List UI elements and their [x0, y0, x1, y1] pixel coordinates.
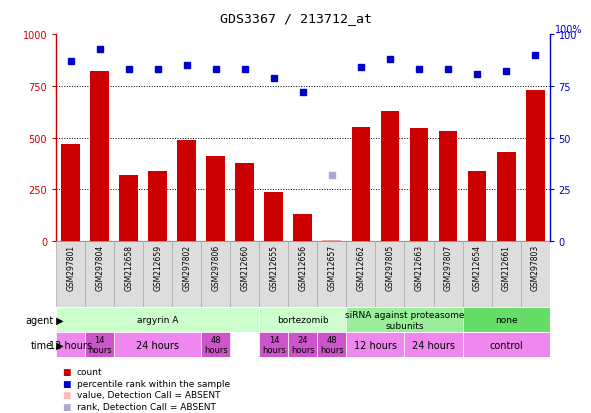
Bar	[346, 332, 404, 357]
Bar	[56, 308, 259, 332]
Bar	[264, 192, 283, 242]
Text: 24 hours: 24 hours	[412, 340, 455, 350]
Text: 24 hours: 24 hours	[137, 340, 179, 350]
Text: value, Detection Call = ABSENT: value, Detection Call = ABSENT	[77, 390, 220, 399]
Bar	[463, 242, 492, 308]
Bar	[90, 72, 109, 242]
Text: GSM297801: GSM297801	[66, 244, 75, 290]
Bar	[434, 242, 463, 308]
Text: percentile rank within the sample: percentile rank within the sample	[77, 379, 230, 388]
Bar	[56, 242, 85, 308]
Text: GSM212655: GSM212655	[269, 244, 278, 290]
Text: 14
hours: 14 hours	[262, 335, 285, 354]
Bar	[404, 242, 434, 308]
Text: GSM212663: GSM212663	[414, 244, 424, 290]
Bar	[148, 171, 167, 242]
Bar	[114, 332, 202, 357]
Text: 24
hours: 24 hours	[291, 335, 315, 354]
Bar	[85, 242, 114, 308]
Text: GSM212654: GSM212654	[473, 244, 482, 290]
Bar	[352, 128, 371, 242]
Text: time: time	[31, 340, 53, 350]
Text: GSM297805: GSM297805	[385, 244, 394, 290]
Bar	[323, 240, 342, 242]
Text: GSM212660: GSM212660	[241, 244, 249, 290]
Bar	[114, 242, 143, 308]
Bar	[202, 332, 230, 357]
Bar	[202, 242, 230, 308]
Text: GSM297802: GSM297802	[182, 244, 191, 290]
Text: none: none	[495, 316, 517, 325]
Bar	[85, 332, 114, 357]
Bar	[177, 140, 196, 242]
Bar	[56, 332, 85, 357]
Text: 48
hours: 48 hours	[320, 335, 344, 354]
Bar	[492, 242, 521, 308]
Bar	[381, 112, 400, 242]
Text: 48
hours: 48 hours	[204, 335, 228, 354]
Text: ■: ■	[62, 379, 70, 388]
Bar	[288, 332, 317, 357]
Bar	[463, 308, 550, 332]
Bar	[172, 242, 202, 308]
Bar	[463, 332, 550, 357]
Text: 14
hours: 14 hours	[88, 335, 112, 354]
Bar	[525, 91, 544, 242]
Text: GSM212661: GSM212661	[502, 244, 511, 290]
Text: 12 hours: 12 hours	[49, 340, 92, 350]
Bar	[143, 242, 172, 308]
Bar	[467, 171, 486, 242]
Bar	[259, 308, 346, 332]
Text: GSM212662: GSM212662	[356, 244, 365, 290]
Text: ■: ■	[62, 367, 70, 376]
Bar	[521, 242, 550, 308]
Bar	[288, 242, 317, 308]
Bar	[259, 332, 288, 357]
Text: argyrin A: argyrin A	[137, 316, 178, 325]
Text: ▶: ▶	[53, 340, 64, 350]
Text: GSM297803: GSM297803	[531, 244, 540, 290]
Bar	[235, 163, 254, 242]
Bar	[375, 242, 404, 308]
Text: GSM212656: GSM212656	[298, 244, 307, 290]
Text: ■: ■	[62, 402, 70, 411]
Text: GSM297804: GSM297804	[95, 244, 104, 290]
Text: GSM212657: GSM212657	[327, 244, 336, 290]
Text: 100%: 100%	[554, 25, 582, 35]
Bar	[404, 332, 463, 357]
Text: GDS3367 / 213712_at: GDS3367 / 213712_at	[219, 12, 372, 25]
Text: GSM212659: GSM212659	[153, 244, 163, 290]
Bar	[61, 145, 80, 242]
Text: siRNA against proteasome
subunits: siRNA against proteasome subunits	[345, 311, 465, 330]
Bar	[439, 132, 457, 242]
Bar	[496, 153, 515, 242]
Text: ■: ■	[62, 390, 70, 399]
Bar	[346, 242, 375, 308]
Bar	[317, 242, 346, 308]
Bar	[294, 215, 312, 242]
Text: GSM212658: GSM212658	[124, 244, 133, 290]
Text: GSM297806: GSM297806	[212, 244, 220, 290]
Text: bortezomib: bortezomib	[277, 316, 329, 325]
Bar	[259, 242, 288, 308]
Bar	[119, 176, 138, 242]
Bar	[410, 129, 428, 242]
Text: ▶: ▶	[53, 315, 64, 325]
Text: rank, Detection Call = ABSENT: rank, Detection Call = ABSENT	[77, 402, 216, 411]
Text: count: count	[77, 367, 102, 376]
Text: GSM297807: GSM297807	[443, 244, 453, 290]
Text: agent: agent	[25, 315, 53, 325]
Text: control: control	[489, 340, 523, 350]
Bar	[317, 332, 346, 357]
Bar	[230, 242, 259, 308]
Bar	[346, 308, 463, 332]
Text: 12 hours: 12 hours	[354, 340, 397, 350]
Bar	[206, 157, 225, 242]
